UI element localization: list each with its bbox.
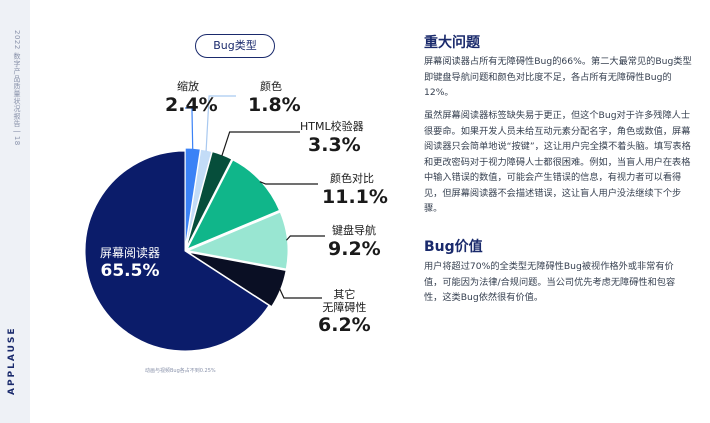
label-color: 颜色 1.8% — [248, 78, 301, 116]
label-screen-reader: 屏幕阅读器 65.5% — [100, 244, 160, 281]
label-screen-reader-name: 屏幕阅读器 — [100, 246, 161, 260]
label-color-value: 1.8% — [248, 94, 301, 116]
leader-line — [221, 131, 300, 157]
label-color-name: 颜色 — [260, 80, 282, 93]
section-major-issues-title: 重大问题 — [424, 35, 480, 51]
section-major-issues-p2: 虽然屏幕阅读器标签缺失易于更正，但这个Bug对于许多残障人士很要命。如果开发人员… — [424, 110, 691, 214]
label-color-contrast-value: 11.1% — [322, 186, 388, 208]
label-zoom-name: 缩放 — [177, 80, 199, 93]
label-keyboard-nav-name: 键盘导航 — [332, 224, 376, 237]
label-color-contrast-name: 颜色对比 — [330, 172, 374, 185]
leader-line — [279, 288, 322, 299]
label-zoom-value: 2.4% — [165, 94, 218, 116]
section-bug-value-title: Bug价值 — [424, 239, 483, 255]
report-header: 2022 数字产品质量状况报告 | 18 — [13, 30, 21, 146]
leader-line — [285, 235, 325, 241]
slice-screen-reader — [84, 150, 270, 352]
chart-title-badge: Bug类型 — [195, 34, 275, 58]
label-keyboard-nav-value: 9.2% — [328, 238, 381, 260]
slice-keyboard-nav — [186, 211, 289, 270]
slice-other — [187, 251, 287, 308]
label-html-validator-name: HTML校验器 — [300, 120, 364, 133]
label-keyboard-nav: 键盘导航 9.2% — [328, 222, 381, 260]
label-screen-reader-value: 65.5% — [100, 261, 160, 281]
sidebar: 2022 数字产品质量状况报告 | 18 APPLAUSE — [0, 0, 30, 423]
leader-line — [259, 181, 318, 185]
label-other: 其它 无障碍性 6.2% — [318, 288, 371, 336]
label-other-value: 6.2% — [318, 314, 371, 336]
slice-color-contrast — [186, 159, 281, 250]
section-bug-value-p1: 用户将超过70%的全类型无障碍性Bug被视作格外或非常有价值，可能因为法律/合规… — [424, 261, 676, 303]
label-html-validator: HTML校验器 3.3% — [300, 118, 364, 156]
label-zoom: 缩放 2.4% — [165, 78, 218, 116]
label-color-contrast: 颜色对比 11.1% — [322, 170, 388, 208]
label-html-validator-value: 3.3% — [308, 134, 361, 156]
chart-footnote: 动画与视频Bug各占不到0.25% — [145, 368, 216, 374]
section-major-issues-p1: 屏幕阅读器占所有无障碍性Bug的66%。第二大最常见的Bug类型即键盘导航问题和… — [424, 56, 692, 98]
leader-line — [205, 95, 236, 152]
leader-line — [185, 107, 194, 150]
label-other-name: 其它 无障碍性 — [322, 288, 367, 314]
